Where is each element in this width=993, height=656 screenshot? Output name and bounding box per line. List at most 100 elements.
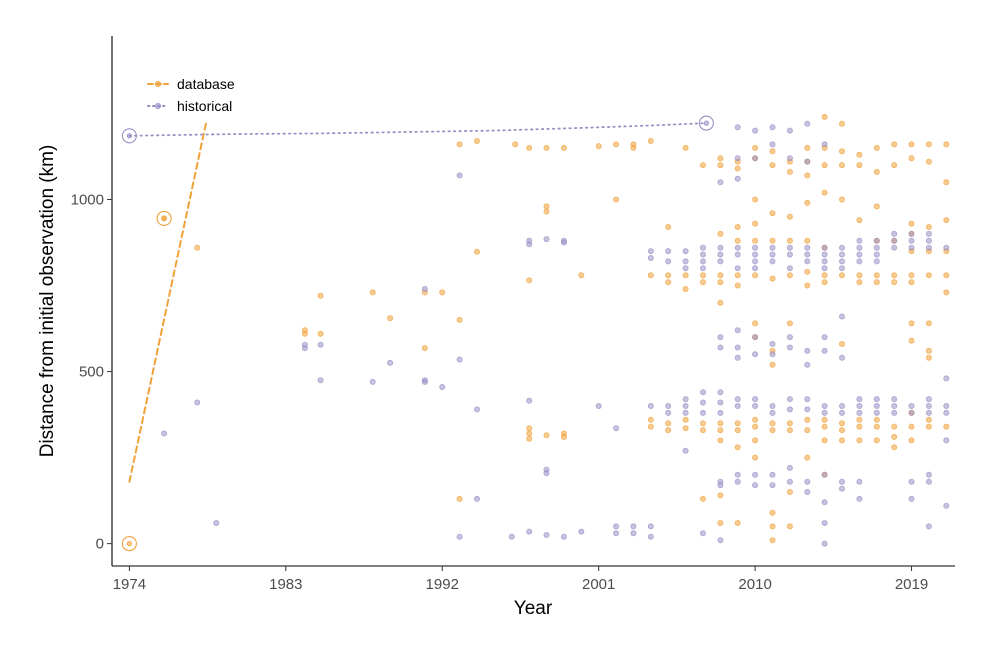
historical-point-82 (734, 396, 741, 403)
historical-point-95 (752, 402, 759, 409)
historical-point-169 (873, 409, 880, 416)
historical-point-122 (804, 244, 811, 251)
database-point-109 (786, 523, 793, 530)
historical-point-140 (821, 471, 828, 478)
x-tick-label-4: 2010 (738, 576, 771, 593)
historical-point-102 (769, 258, 776, 265)
database-point-94 (769, 361, 776, 368)
historical-point-137 (821, 347, 828, 354)
historical-point-84 (734, 471, 741, 478)
database-point-185 (925, 416, 932, 423)
historical-point-167 (873, 396, 880, 403)
historical-point-49 (682, 396, 689, 403)
historical-point-4 (301, 345, 308, 352)
database-point-146 (856, 423, 863, 430)
database-point-82 (752, 320, 759, 327)
historical-trend-line (128, 122, 708, 137)
historical-point-45 (665, 409, 672, 416)
database-point-179 (925, 223, 932, 230)
historical-point-151 (839, 409, 846, 416)
database-point-14 (473, 137, 480, 144)
historical-point-186 (925, 396, 932, 403)
database-point-184 (925, 354, 932, 361)
historical-point-22 (526, 528, 533, 535)
database-point-7 (387, 315, 394, 322)
database-point-4 (317, 292, 324, 299)
highlight-circles (121, 115, 714, 552)
database-point-41 (665, 279, 672, 286)
historical-point-44 (665, 402, 672, 409)
y-tick-label-0: 0 (96, 536, 104, 553)
historical-point-92 (752, 334, 759, 341)
historical-point-94 (752, 396, 759, 403)
historical-point-73 (734, 124, 741, 131)
database-point-74 (734, 444, 741, 451)
historical-point-7 (369, 378, 376, 385)
database-point-143 (856, 272, 863, 279)
historical-highlight-ring-1 (698, 115, 714, 131)
database-point-21 (526, 435, 533, 442)
historical-point-113 (786, 265, 793, 272)
historical-point-33 (613, 523, 620, 530)
database-point-16 (512, 141, 519, 148)
historical-point-76 (734, 244, 741, 251)
historical-point-156 (856, 251, 863, 258)
historical-point-161 (856, 478, 863, 485)
historical-point-85 (734, 478, 741, 485)
historical-point-31 (595, 402, 602, 409)
historical-highlight-ring-0 (121, 128, 137, 144)
historical-point-38 (647, 254, 654, 261)
historical-point-6 (317, 377, 324, 384)
database-point-128 (821, 423, 828, 430)
historical-point-17 (473, 495, 480, 502)
database-point-105 (786, 320, 793, 327)
historical-point-153 (839, 485, 846, 492)
database-point-158 (891, 162, 898, 169)
database-point-136 (839, 340, 846, 347)
historical-point-143 (821, 540, 828, 547)
database-point-38 (647, 416, 654, 423)
database-point-40 (665, 272, 672, 279)
historical-point-97 (752, 482, 759, 489)
database-point-3 (301, 330, 308, 337)
database-point-153 (873, 279, 880, 286)
database-point-95 (769, 420, 776, 427)
database-point-116 (804, 282, 811, 289)
historical-point-194 (943, 402, 950, 409)
historical-point-192 (943, 244, 950, 251)
database-point-24 (543, 208, 550, 215)
historical-point-86 (752, 127, 759, 134)
database-point-88 (769, 148, 776, 155)
database-point-114 (804, 237, 811, 244)
database-point-89 (769, 162, 776, 169)
database-point-54 (700, 495, 707, 502)
database-point-178 (925, 158, 932, 165)
database-point-97 (769, 509, 776, 516)
database-point-118 (804, 427, 811, 434)
historical-point-81 (734, 354, 741, 361)
series-lines (128, 122, 708, 483)
historical-point-179 (908, 402, 915, 409)
historical-point-30 (578, 528, 585, 535)
historical-point-50 (682, 402, 689, 409)
historical-point-98 (769, 124, 776, 131)
historical-point-57 (700, 389, 707, 396)
database-point-15 (473, 248, 480, 255)
historical-point-123 (804, 251, 811, 258)
database-point-126 (821, 279, 828, 286)
database-point-120 (821, 113, 828, 120)
database-point-177 (925, 141, 932, 148)
historical-point-196 (943, 437, 950, 444)
historical-point-131 (821, 141, 828, 148)
historical-point-34 (613, 530, 620, 537)
database-point-160 (891, 272, 898, 279)
database-point-90 (769, 210, 776, 217)
historical-point-56 (700, 265, 707, 272)
historical-point-54 (700, 251, 707, 258)
database-point-18 (526, 277, 533, 284)
plot-area (121, 113, 950, 552)
database-point-52 (700, 420, 707, 427)
historical-point-58 (700, 399, 707, 406)
database-point-47 (682, 425, 689, 432)
historical-point-125 (804, 347, 811, 354)
